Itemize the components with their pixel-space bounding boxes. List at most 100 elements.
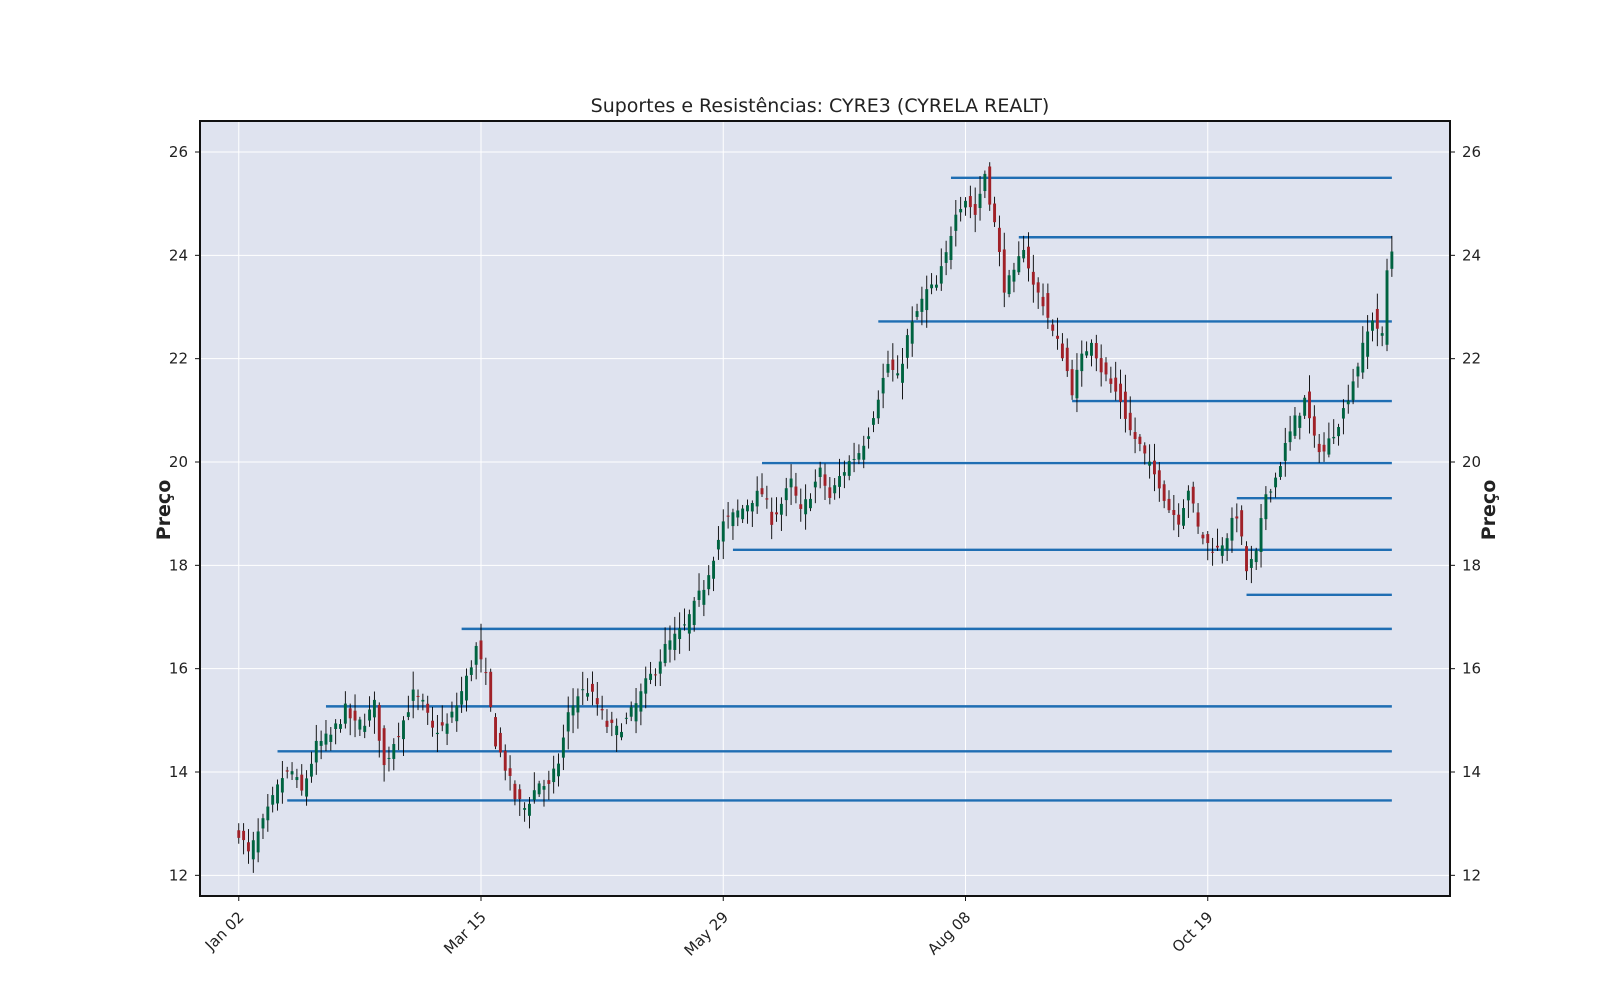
candle-body-down (595, 698, 599, 705)
candle-body-up (1332, 436, 1336, 439)
candle-body-up (896, 373, 900, 376)
candle-body-up (755, 490, 759, 507)
candle-body-up (1012, 269, 1016, 282)
candle-body-up (746, 505, 749, 512)
candle-body-up (876, 399, 880, 419)
candle-body-down (1317, 443, 1321, 453)
candle-body-up (251, 840, 255, 860)
candle-body-up (915, 311, 919, 317)
candle-body-up (261, 818, 265, 829)
candles (237, 162, 1394, 873)
candle-body-up (561, 737, 565, 758)
plot-frame (199, 120, 1451, 897)
candle-body-up (1075, 369, 1079, 399)
candle-body-up (557, 763, 560, 777)
candle-body-up (1274, 477, 1278, 488)
candle-body-down (988, 166, 992, 205)
candle-body-up (1371, 320, 1374, 331)
candle-body-down (503, 750, 507, 771)
candle-body-up (1085, 351, 1089, 356)
candle-body-down (1177, 514, 1181, 525)
candle-body-down (1060, 343, 1064, 359)
candle-body-up (324, 733, 328, 745)
candle-body-up (847, 461, 851, 476)
candle-body-up (542, 786, 546, 790)
candle-body-down (242, 830, 246, 841)
y-tick-label-right: 16 (1462, 660, 1481, 678)
candle-body-up (629, 706, 633, 717)
candle-body-up (445, 723, 449, 734)
candle-body-up (1148, 461, 1152, 466)
candle-body-up (339, 724, 342, 729)
candle-body-up (692, 600, 696, 626)
candle-body-up (566, 712, 570, 732)
candle-body-down (479, 640, 483, 660)
candle-body-down (353, 710, 357, 721)
candle-body-up (842, 472, 846, 476)
candle-body-down (1240, 510, 1244, 537)
candle-body-up (838, 476, 841, 487)
candle-body-up (1366, 331, 1370, 357)
candle-body-down (484, 672, 488, 674)
candle-body-down (653, 674, 657, 676)
candle-body-down (1056, 335, 1060, 339)
candle-body-down (1215, 545, 1219, 548)
candle-body-down (1138, 436, 1142, 445)
candle-body-up (1182, 508, 1185, 526)
candle-body-up (779, 503, 783, 515)
candle-body-down (1094, 343, 1098, 359)
candle-body-down (1036, 282, 1040, 293)
candle-body-up (809, 498, 812, 509)
candle-body-up (1254, 550, 1258, 563)
candle-body-up (954, 214, 958, 231)
candle-body-up (411, 689, 415, 701)
candle-body-down (1114, 377, 1118, 392)
candle-body-up (343, 703, 347, 724)
candle-body-down (973, 204, 977, 215)
candle-body-up (586, 693, 590, 697)
candle-body-up (280, 778, 284, 793)
candle-body-down (1041, 296, 1045, 307)
candle-body-up (934, 284, 938, 288)
support-resistance-levels (277, 176, 1392, 802)
candle-body-up (862, 445, 866, 460)
candle-body-down (518, 789, 522, 800)
candle-body-down (760, 488, 764, 495)
candle-body-down (1031, 271, 1035, 285)
candle-body-up (804, 499, 808, 515)
y-axis-label-right: Preço (1478, 480, 1500, 541)
candle-body-up (920, 298, 924, 312)
y-tick-label-left: 18 (169, 556, 188, 574)
candle-body-up (905, 335, 909, 358)
candle-body-down (1099, 358, 1103, 373)
candle-body-up (1269, 491, 1273, 493)
candle-body-down (1065, 347, 1069, 372)
candle-body-up (295, 777, 299, 781)
candle-body-up (460, 691, 464, 705)
candle-body-down (600, 708, 604, 711)
candle-body-up (1259, 518, 1263, 552)
candle-body-up (1278, 466, 1282, 477)
candle-body-up (939, 266, 943, 284)
candle-body-up (402, 720, 405, 740)
candle-body-up (1090, 342, 1093, 356)
y-tick-label-left: 12 (169, 866, 188, 884)
candle-body-up (334, 723, 338, 730)
candle-body-down (1123, 391, 1127, 419)
candle-body-down (416, 695, 420, 697)
candle-body-up (707, 575, 711, 590)
candle-body-up (949, 235, 953, 260)
y-tick-label-right: 26 (1462, 143, 1481, 161)
y-tick-label-right: 20 (1462, 453, 1481, 471)
candle-body-down (823, 474, 827, 486)
candle-body-up (818, 467, 822, 477)
candle-body-down (440, 722, 444, 726)
candle-body-up (620, 731, 623, 738)
candle-body-down (794, 486, 798, 496)
candle-body-up (368, 709, 372, 721)
candle-body-down (1119, 383, 1122, 402)
candle-body-up (1390, 251, 1394, 269)
candle-body-up (290, 771, 294, 775)
candle-body-up (925, 289, 929, 311)
candle-body-down (1167, 498, 1171, 511)
